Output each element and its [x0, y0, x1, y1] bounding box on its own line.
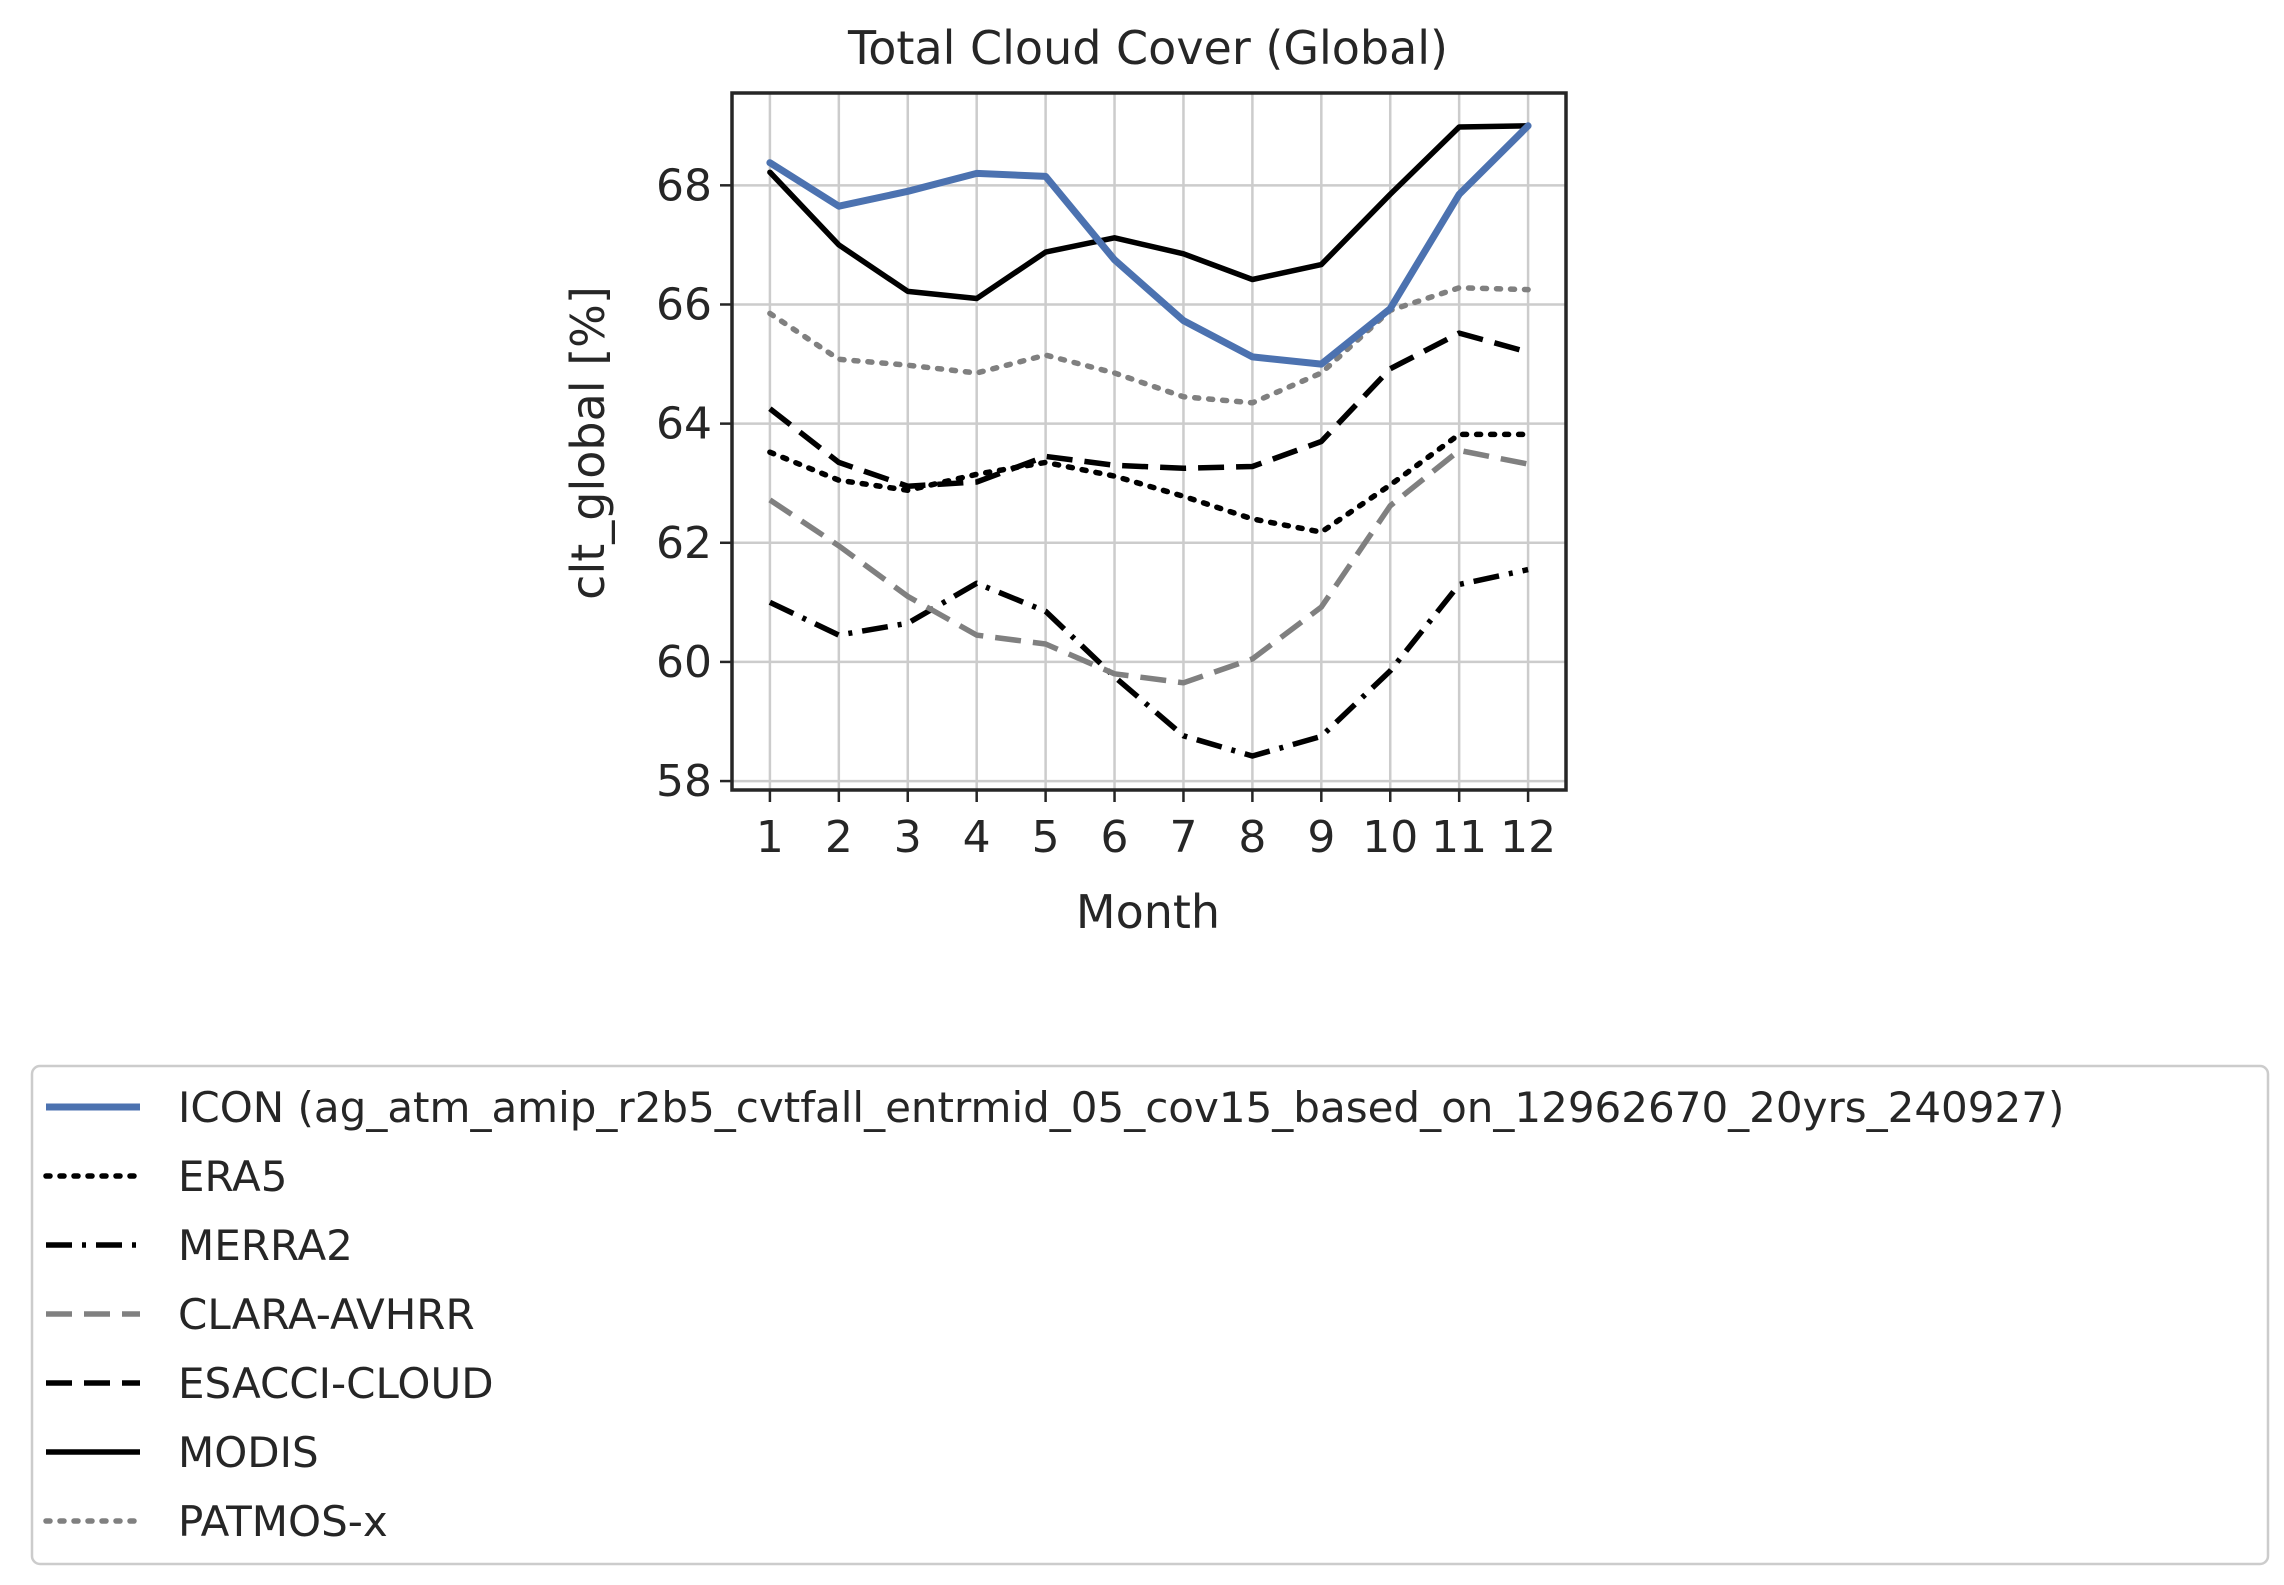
x-tick-label: 5: [1032, 812, 1060, 863]
x-tick-label: 8: [1238, 812, 1266, 863]
legend-label: PATMOS-x: [178, 1497, 388, 1546]
series-line-6: [767, 123, 1531, 302]
x-tick-label: 12: [1500, 812, 1556, 863]
legend-label: ERA5: [178, 1152, 287, 1201]
y-tick-label: 64: [656, 399, 712, 450]
y-axis-label: clt_global [%]: [561, 286, 615, 600]
y-tick-label: 60: [656, 637, 712, 688]
series-line-5: [768, 330, 1529, 489]
legend-label: ICON (ag_atm_amip_r2b5_cvtfall_entrmid_0…: [178, 1083, 2064, 1132]
legend-label: ESACCI-CLOUD: [178, 1359, 494, 1408]
legend-label: MODIS: [178, 1428, 319, 1477]
x-tick-label: 4: [963, 812, 991, 863]
series-line-2: [767, 431, 1531, 535]
series-line-1: [766, 122, 1532, 368]
chart-title: Total Cloud Cover (Global): [847, 21, 1448, 75]
series-line-7: [767, 285, 1531, 406]
grid: [732, 93, 1566, 790]
legend-label: CLARA-AVHRR: [178, 1290, 475, 1339]
x-tick-label: 7: [1169, 812, 1197, 863]
x-tick-label: 6: [1101, 812, 1129, 863]
legend-frame: [30, 1064, 2270, 1566]
series-line-4: [768, 447, 1529, 686]
y-tick-label: 58: [656, 756, 712, 807]
x-axis-label: Month: [1076, 885, 1220, 939]
y-tick-label: 68: [656, 160, 712, 211]
legend: ICON (ag_atm_amip_r2b5_cvtfall_entrmid_0…: [30, 1064, 2270, 1566]
plot-lines: [766, 122, 1532, 759]
y-tick-label: 62: [656, 518, 712, 569]
legend-label: MERRA2: [178, 1221, 353, 1270]
x-tick-label: 11: [1431, 812, 1487, 863]
plot-frame: [730, 91, 1568, 792]
y-tick-label: 66: [656, 279, 712, 330]
x-tick-label: 1: [756, 812, 784, 863]
x-tick-label: 10: [1362, 812, 1418, 863]
x-tick-label: 9: [1307, 812, 1335, 863]
x-tick-label: 3: [894, 812, 922, 863]
x-tick-label: 2: [825, 812, 853, 863]
